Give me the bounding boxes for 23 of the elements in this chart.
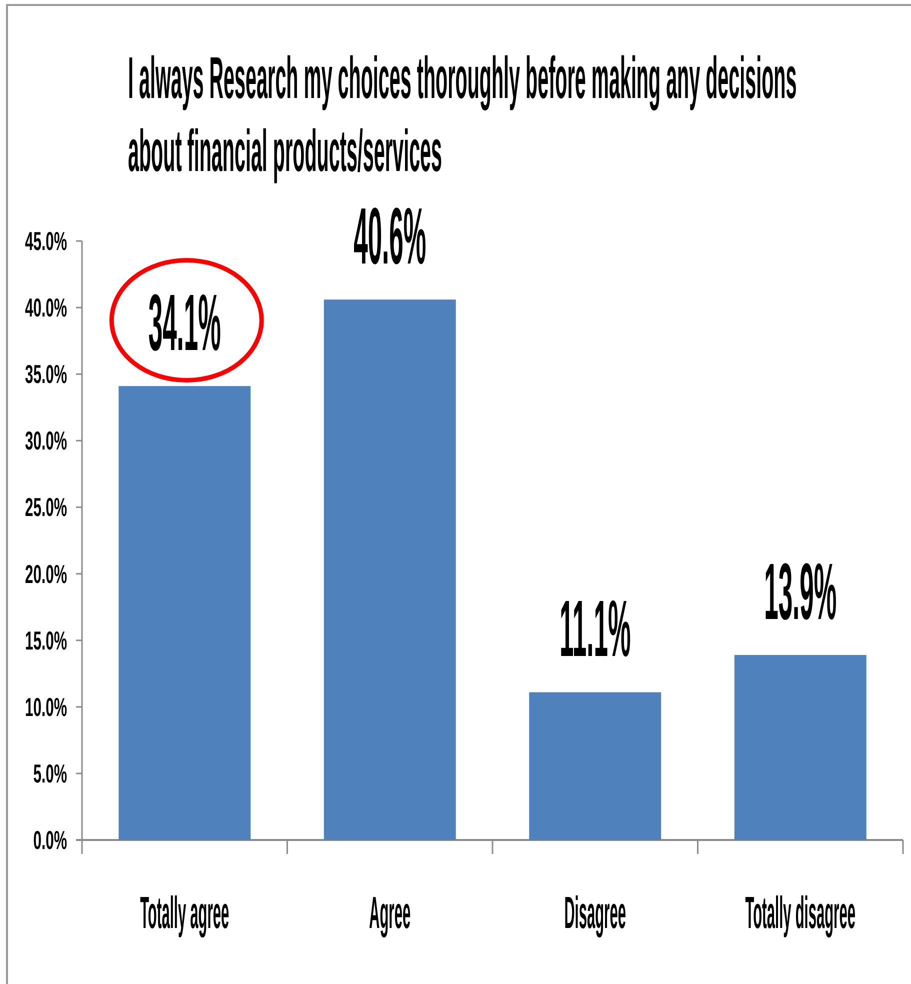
x-tick-label: Totally disagree <box>745 888 856 939</box>
y-tick-label: 25.0% <box>24 494 68 522</box>
x-tick-label: Agree <box>369 888 411 939</box>
y-tick-label: 20.0% <box>24 560 68 589</box>
y-tick-label: 35.0% <box>24 360 68 390</box>
data-label: 11.1% <box>560 584 631 674</box>
chart-title: I always Research my choices thoroughly before making any decisions about financial products/services <box>128 46 797 184</box>
data-label: 13.9% <box>764 546 837 636</box>
data-label: 40.6% <box>354 190 426 282</box>
y-tick-label: 5.0% <box>33 760 68 789</box>
y-tick-label: 0.0% <box>33 826 68 856</box>
x-tick-label: Disagree <box>564 888 626 939</box>
x-tick-label: Totally agree <box>140 888 230 939</box>
bar <box>529 692 662 840</box>
y-tick-label: 40.0% <box>24 294 68 323</box>
bar <box>324 300 456 840</box>
y-tick-label: 45.0% <box>24 228 68 256</box>
y-tick-label: 15.0% <box>24 627 68 656</box>
bar <box>734 654 866 840</box>
bar <box>118 386 251 840</box>
data-label: 34.1% <box>148 277 221 368</box>
y-tick-label: 10.0% <box>24 694 68 722</box>
y-tick-label: 30.0% <box>24 428 68 456</box>
